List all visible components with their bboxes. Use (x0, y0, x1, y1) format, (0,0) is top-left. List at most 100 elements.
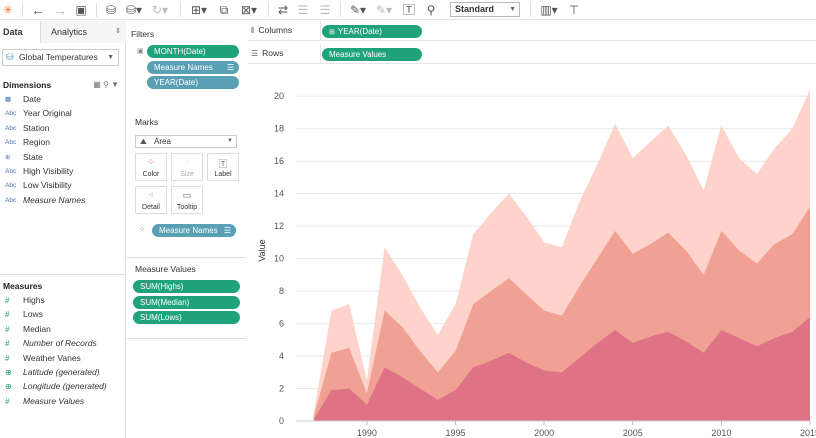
y-tick-label: 10 (274, 254, 284, 264)
mark-type-select[interactable]: ⛰ Area ▼ (135, 135, 237, 148)
area-chart[interactable]: 0 2 4 6 8 10 12 14 16 18 20 1990 1995 2000 2005 2010 201… (248, 66, 816, 438)
field-label: Date (23, 94, 41, 104)
clear-sheet-icon[interactable]: ⊠▾ (240, 3, 258, 17)
field-item[interactable]: Abc Year Original (0, 107, 124, 120)
marks-title: Marks (135, 117, 159, 127)
field-item[interactable]: # Median (0, 323, 124, 336)
rows-shelf[interactable]: ☰ Rows Measure Values (248, 44, 816, 64)
filters-card: Filters (131, 29, 243, 39)
mark-button-label[interactable]: 🅃 Label (207, 153, 239, 181)
menu-arrow-icon[interactable]: ▼ (111, 80, 119, 89)
x-tick-label: 2005 (623, 428, 643, 438)
string-icon: Abc (5, 139, 17, 147)
measure-value-pill[interactable]: SUM(Lows) (133, 311, 240, 324)
viz-area[interactable]: 0 2 4 6 8 10 12 14 16 18 20 1990 1995 2000 2005 2010 201… (248, 66, 816, 438)
legend-list-icon: ☰ (223, 226, 231, 235)
grid-view-icon[interactable]: ▦ (93, 80, 101, 89)
pin-icon[interactable]: ⚲ (426, 3, 436, 17)
fit-select[interactable]: Standard ▼ (450, 2, 520, 17)
detail-icon: ⁖ (148, 190, 154, 200)
undo-icon[interactable]: ← (31, 2, 45, 18)
swap-icon[interactable]: ⇄ (277, 3, 289, 17)
y-tick-label: 20 (274, 91, 284, 101)
dimensions-title: Dimensions (3, 80, 52, 90)
tableau-logo-icon[interactable]: ✳ (2, 3, 14, 17)
field-item[interactable]: Abc Station (0, 122, 124, 135)
presentation-icon[interactable]: ⊤ (568, 3, 580, 17)
measure-value-pill[interactable]: SUM(Median) (133, 295, 240, 309)
field-label: Station (23, 122, 50, 133)
size-icon: ◌ (184, 157, 190, 167)
duplicate-sheet-icon[interactable]: ⧉ (219, 3, 229, 17)
label-icon[interactable]: 🅃 (402, 3, 415, 17)
data-pane: Data Analytics ⇕ ⛁ Global Temperatures ▼… (0, 21, 126, 438)
field-label: Median (23, 323, 51, 334)
tab-analytics[interactable]: Analytics ⇕ (40, 21, 126, 43)
rows-pill[interactable]: Measure Values (322, 48, 422, 61)
string-icon: Abc (5, 182, 17, 190)
toolbar: ✳ ← → ▣ ⛁ ⛁▾ ↻▾ ⊞▾ ⧉ ⊠▾ ⇄ ☰ ☰ ✎▾ ✎▾ 🅃 ⚲ … (0, 0, 816, 20)
field-item[interactable]: ▦ Date (0, 93, 124, 106)
field-item[interactable]: Abc High Visibility (0, 165, 124, 178)
field-item[interactable]: # Highs (0, 294, 124, 307)
pause-icon[interactable]: ⛁▾ (125, 3, 143, 17)
expand-plus-icon: ⊞ (329, 29, 335, 36)
field-item[interactable]: ⊕ State (0, 151, 124, 164)
fit-select-value: Standard (455, 4, 495, 14)
filter-pill[interactable]: MONTH(Date) (147, 45, 239, 58)
new-sheet-icon[interactable]: ⊞▾ (190, 3, 208, 17)
filter-pill-label: YEAR(Date) (154, 78, 199, 87)
columns-shelf[interactable]: ⦀ Columns ⊞ YEAR(Date) (248, 21, 816, 41)
field-item[interactable]: Abc Low Visibility (0, 179, 124, 192)
sort-asc-icon[interactable]: ☰ (297, 3, 309, 17)
field-item[interactable]: ⊕ Latitude (generated) (0, 366, 124, 379)
tab-data[interactable]: Data (0, 21, 40, 43)
filter-pill[interactable]: Measure Names ☰ (147, 60, 239, 74)
field-item[interactable]: ⊕ Longitude (generated) (0, 380, 124, 393)
x-tick-label: 2010 (711, 428, 731, 438)
field-item[interactable]: # Lows (0, 308, 124, 321)
measure-value-pill[interactable]: SUM(Highs) (133, 280, 240, 293)
mark-button-size[interactable]: ◌ Size (171, 153, 203, 181)
chevron-down-icon: ▼ (227, 138, 233, 144)
show-cards-icon[interactable]: ▥▾ (540, 3, 558, 17)
field-label: Measure Values (23, 395, 85, 406)
shelf-separator (320, 21, 321, 41)
number-icon: # (5, 396, 10, 406)
measure-value-label: SUM(Lows) (140, 313, 182, 322)
field-item[interactable]: # Weather Vanes (0, 352, 124, 365)
columns-pill[interactable]: ⊞ YEAR(Date) (322, 25, 422, 38)
highlight-icon[interactable]: ✎▾ (349, 3, 367, 17)
chevron-down-icon: ▼ (509, 6, 516, 13)
text-label-icon: 🅃 (218, 159, 228, 169)
field-label: Region (23, 137, 50, 148)
number-icon: # (5, 296, 10, 305)
mark-button-detail[interactable]: ⁖ Detail (135, 186, 167, 214)
updown-icon: ⇕ (115, 28, 121, 35)
field-item[interactable]: # Measure Values (0, 395, 124, 408)
filter-pill[interactable]: YEAR(Date) (147, 76, 239, 89)
redo-icon[interactable]: → (53, 2, 67, 18)
y-tick-label: 8 (279, 286, 284, 296)
dimensions-tools: ▦ ⚲ ▼ (93, 80, 119, 89)
pane-divider (0, 274, 125, 275)
mark-button-color[interactable]: ⁘ Color (135, 153, 167, 181)
search-icon[interactable]: ⚲ (102, 80, 109, 89)
x-tick-label: 2000 (534, 428, 554, 438)
area-series-2 (313, 317, 810, 421)
color-pill-measure-names[interactable]: Measure Names ☰ (152, 224, 236, 237)
shelf-separator (320, 44, 321, 64)
field-label: Number of Records (23, 338, 97, 349)
sort-desc-icon[interactable]: ☰ (319, 3, 331, 17)
mark-button-tooltip[interactable]: ▭ Tooltip (171, 186, 203, 214)
group-icon[interactable]: ✎▾ (375, 3, 393, 17)
datasource-select[interactable]: ⛁ Global Temperatures ▼ (2, 49, 119, 66)
y-tick-label: 16 (274, 156, 284, 166)
field-item[interactable]: Abc Region (0, 136, 124, 149)
field-item[interactable]: Abc Measure Names (0, 194, 124, 207)
field-item[interactable]: # Number of Records (0, 337, 124, 350)
refresh-icon[interactable]: ↻▾ (151, 3, 169, 17)
field-label: Year Original (23, 108, 72, 119)
save-icon[interactable]: ▣ (75, 3, 87, 17)
new-datasource-icon[interactable]: ⛁ (105, 3, 117, 17)
